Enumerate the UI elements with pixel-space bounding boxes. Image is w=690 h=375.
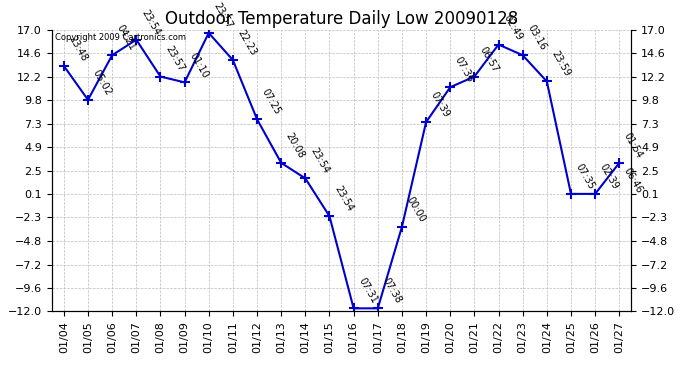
Text: 22:23: 22:23 [236,28,258,57]
Text: 23:48: 23:48 [67,34,89,63]
Text: 20:08: 20:08 [284,131,306,160]
Text: 06:57: 06:57 [477,45,500,74]
Title: Outdoor Temperature Daily Low 20090128: Outdoor Temperature Daily Low 20090128 [165,10,518,28]
Text: Copyright 2009 Cartronics.com: Copyright 2009 Cartronics.com [55,33,186,42]
Text: 04:21: 04:21 [115,23,137,52]
Text: 02:39: 02:39 [598,162,620,191]
Text: 23:59: 23:59 [550,50,572,79]
Text: 06:46: 06:46 [622,166,644,195]
Text: 23:54: 23:54 [333,184,355,213]
Text: 23:54: 23:54 [139,8,161,37]
Text: 01:10: 01:10 [188,51,210,80]
Text: 07:35: 07:35 [574,162,596,191]
Text: 07:38: 07:38 [381,276,403,306]
Text: 07:36: 07:36 [453,55,475,84]
Text: 00:00: 00:00 [405,195,427,224]
Text: 01:54: 01:54 [622,131,644,160]
Text: 23:57: 23:57 [164,44,186,74]
Text: 23:57: 23:57 [212,1,234,30]
Text: 23:54: 23:54 [308,146,331,176]
Text: 07:39: 07:39 [429,90,451,119]
Text: 05:02: 05:02 [91,68,113,97]
Text: 07:31: 07:31 [357,276,379,306]
Text: 03:16: 03:16 [526,23,548,52]
Text: 02:49: 02:49 [502,13,524,42]
Text: 07:25: 07:25 [260,87,282,117]
